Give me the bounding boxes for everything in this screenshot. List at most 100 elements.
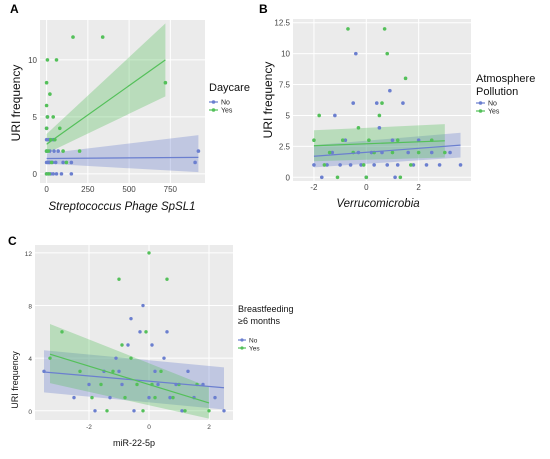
data-point-no-b: [424, 163, 429, 167]
data-point-no-b: [351, 101, 356, 105]
ci-band-no-a: [46, 135, 199, 173]
data-point-yes-b: [317, 113, 321, 118]
data-point-yes-b: [377, 113, 382, 118]
data-point-yes-a: [100, 35, 105, 39]
legend-title-b-line1: Atmosphere: [476, 73, 535, 85]
x-tick-label-a: 0: [44, 185, 49, 194]
data-point-yes-b: [335, 175, 340, 180]
data-point-yes-a: [48, 92, 52, 96]
x-axis-label-a: Streptococcus Phage SpSL1: [48, 201, 195, 213]
x-tick-label-c: -2: [86, 424, 92, 431]
legend-label-yes-a: Yes: [221, 108, 233, 115]
data-point-no-a: [54, 172, 59, 176]
plot-inner-a: [44, 23, 201, 176]
x-axis-label-b: Verrucomicrobia: [336, 198, 419, 210]
data-point-yes-a: [46, 149, 51, 153]
data-point-no-b: [359, 163, 363, 167]
data-point-no-c: [150, 343, 154, 347]
data-point-no-c: [87, 382, 91, 387]
legend-label-no-b: No: [488, 101, 497, 108]
y-tick-label-b: 5: [286, 111, 291, 120]
data-point-yes-c: [129, 356, 133, 360]
y-tick-label-c: 4: [28, 356, 32, 363]
y-tick-label-c: 12: [25, 251, 33, 258]
y-tick-label-b: 12.5: [274, 19, 290, 28]
data-point-yes-b: [327, 150, 332, 155]
data-point-yes-c: [135, 382, 139, 387]
y-axis-label-b: URI frequency: [261, 62, 275, 139]
data-point-yes-a: [44, 80, 49, 85]
data-point-yes-a: [163, 80, 168, 85]
y-tick-label-b: 7.5: [279, 81, 291, 90]
data-point-no-b: [348, 163, 353, 167]
data-point-yes-a: [71, 35, 75, 39]
data-point-no-b: [437, 163, 442, 167]
data-point-yes-b: [367, 138, 371, 142]
data-point-no-b: [429, 150, 434, 155]
data-point-no-a: [52, 149, 56, 153]
data-point-no-c: [72, 395, 76, 400]
x-tick-label-a: 750: [164, 185, 178, 194]
data-point-yes-a: [64, 160, 69, 165]
legend-title-c-line2: ≥6 months: [238, 316, 280, 326]
data-point-no-b: [390, 138, 395, 142]
x-tick-label-b: -2: [310, 183, 318, 192]
data-point-no-b: [319, 175, 324, 180]
data-point-yes-a: [77, 149, 82, 153]
data-point-no-b: [372, 163, 376, 167]
x-tick-label-c: 0: [147, 424, 151, 431]
fit-line-no-b: [313, 144, 461, 157]
data-point-no-c: [108, 395, 112, 400]
data-point-yes-b: [385, 51, 390, 56]
legend-title-c-line1: Breastfeeding: [238, 304, 294, 314]
data-point-no-c: [222, 409, 226, 413]
data-point-no-b: [388, 88, 392, 93]
data-point-yes-c: [90, 395, 94, 400]
ci-band-yes-c: [50, 323, 209, 419]
legend-b: Atmosphere Pollution No Yes: [476, 73, 535, 116]
data-point-no-b: [374, 101, 379, 105]
panel-a: A 0 250 500 750 0 5 10 URI frequency Streptoco…: [9, 2, 250, 213]
panel-b: B -2 0 2 0 2.5 5 7.5 10 12.5 URI frequency Verru…: [259, 2, 535, 210]
data-point-yes-b: [416, 150, 421, 155]
data-point-no-b: [395, 163, 400, 167]
data-point-no-a: [53, 160, 58, 165]
data-point-yes-b: [364, 175, 369, 180]
fit-line-yes-b: [313, 140, 445, 147]
data-point-no-c: [213, 395, 217, 400]
data-point-yes-b: [382, 27, 387, 31]
data-point-no-a: [196, 149, 201, 153]
data-point-yes-b: [312, 138, 316, 142]
panel-c: C -2 0 2 0 4 8 12 URI frequency miR-22-5p Brea…: [8, 234, 294, 448]
data-point-no-a: [44, 137, 49, 142]
data-point-yes-c: [147, 251, 151, 255]
data-point-no-b: [411, 163, 416, 167]
data-point-no-c: [168, 395, 172, 400]
plot-inner-b: [312, 27, 463, 180]
y-tick-label-b: 10: [281, 50, 290, 59]
data-point-yes-a: [47, 172, 51, 176]
data-point-yes-c: [78, 369, 82, 374]
data-point-no-a: [59, 172, 64, 176]
legend-dot-yes-c: [240, 346, 244, 350]
data-point-no-a: [47, 160, 51, 165]
legend-a: Daycare No Yes: [209, 82, 250, 115]
data-point-yes-b: [322, 163, 327, 167]
data-point-no-c: [141, 303, 145, 308]
legend-dot-yes-a: [211, 108, 216, 112]
x-tick-label-b: 0: [364, 183, 369, 192]
data-point-no-c: [120, 382, 124, 387]
data-point-yes-b: [403, 76, 408, 81]
y-tick-label-b: 0: [286, 173, 291, 182]
legend-label-yes-c: Yes: [249, 346, 260, 353]
data-point-yes-c: [165, 277, 169, 281]
data-point-yes-b: [356, 126, 361, 130]
x-tick-label-a: 250: [81, 185, 95, 194]
data-point-yes-c: [99, 382, 103, 387]
data-point-yes-c: [153, 395, 157, 400]
legend-dot-yes-b: [478, 109, 483, 113]
plot-marks-a: 0 250 500 750 0 5 10: [28, 20, 205, 194]
data-point-no-b: [393, 175, 397, 180]
x-tick-label-a: 500: [122, 185, 136, 194]
data-point-no-a: [56, 149, 60, 153]
